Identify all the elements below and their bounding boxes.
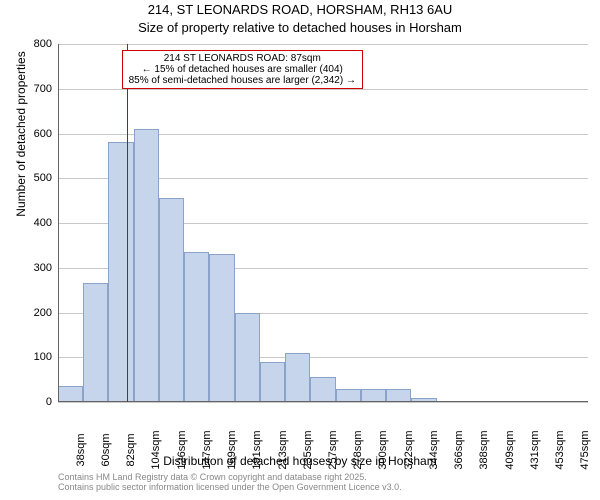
annotation-line3: 85% of semi-detached houses are larger (… xyxy=(129,75,356,86)
histogram-bar xyxy=(184,252,209,402)
annotation-line2: ← 15% of detached houses are smaller (40… xyxy=(129,64,356,75)
xtick-label: 147sqm xyxy=(201,430,213,469)
xtick-label: 431sqm xyxy=(529,430,541,469)
reference-line xyxy=(127,44,128,402)
gridline-h xyxy=(58,44,588,45)
xtick-label: 169sqm xyxy=(226,430,238,469)
xtick-label: 213sqm xyxy=(277,430,289,469)
plot-area: 214 ST LEONARDS ROAD: 87sqm← 15% of deta… xyxy=(58,44,588,402)
histogram-bar xyxy=(285,353,310,402)
histogram-bar xyxy=(260,362,285,402)
footer-line2: Contains public sector information licen… xyxy=(58,482,402,492)
xtick-label: 322sqm xyxy=(403,430,415,469)
xtick-label: 60sqm xyxy=(100,433,112,466)
histogram-chart: 214, ST LEONARDS ROAD, HORSHAM, RH13 6AU… xyxy=(0,0,600,500)
xtick-label: 409sqm xyxy=(504,430,516,469)
xtick-label: 38sqm xyxy=(75,433,87,466)
ytick-label: 0 xyxy=(22,396,52,408)
xtick-label: 278sqm xyxy=(352,430,364,469)
annotation-box: 214 ST LEONARDS ROAD: 87sqm← 15% of deta… xyxy=(122,50,363,89)
xtick-label: 82sqm xyxy=(125,433,137,466)
ytick-label: 200 xyxy=(22,307,52,319)
histogram-bar xyxy=(386,389,411,402)
ytick-label: 600 xyxy=(22,128,52,140)
histogram-bar xyxy=(336,389,361,402)
histogram-bar xyxy=(83,283,108,402)
histogram-bar xyxy=(235,313,260,403)
xtick-label: 257sqm xyxy=(327,430,339,469)
xtick-label: 104sqm xyxy=(150,430,162,469)
annotation-line1: 214 ST LEONARDS ROAD: 87sqm xyxy=(129,53,356,64)
xtick-label: 453sqm xyxy=(554,430,566,469)
ytick-label: 500 xyxy=(22,172,52,184)
histogram-bar xyxy=(108,142,133,402)
xtick-label: 344sqm xyxy=(428,430,440,469)
histogram-bar xyxy=(361,389,386,402)
xtick-label: 366sqm xyxy=(453,430,465,469)
ytick-label: 700 xyxy=(22,83,52,95)
xtick-label: 388sqm xyxy=(478,430,490,469)
ytick-label: 100 xyxy=(22,351,52,363)
footer-attribution: Contains HM Land Registry data © Crown c… xyxy=(58,472,402,492)
histogram-bar xyxy=(58,386,83,402)
xtick-label: 300sqm xyxy=(377,430,389,469)
gridline-h xyxy=(58,402,588,403)
xtick-label: 126sqm xyxy=(176,430,188,469)
histogram-bar xyxy=(310,377,335,402)
xtick-label: 475sqm xyxy=(579,430,591,469)
x-axis-line xyxy=(58,401,588,402)
xtick-label: 191sqm xyxy=(251,430,263,469)
chart-title-line1: 214, ST LEONARDS ROAD, HORSHAM, RH13 6AU xyxy=(0,2,600,17)
chart-title-line2: Size of property relative to detached ho… xyxy=(0,20,600,35)
ytick-label: 800 xyxy=(22,38,52,50)
y-axis-line xyxy=(58,44,59,402)
histogram-bar xyxy=(159,198,184,402)
footer-line1: Contains HM Land Registry data © Crown c… xyxy=(58,472,402,482)
ytick-label: 400 xyxy=(22,217,52,229)
xtick-label: 235sqm xyxy=(302,430,314,469)
ytick-label: 300 xyxy=(22,262,52,274)
histogram-bar xyxy=(209,254,234,402)
histogram-bar xyxy=(134,129,159,402)
